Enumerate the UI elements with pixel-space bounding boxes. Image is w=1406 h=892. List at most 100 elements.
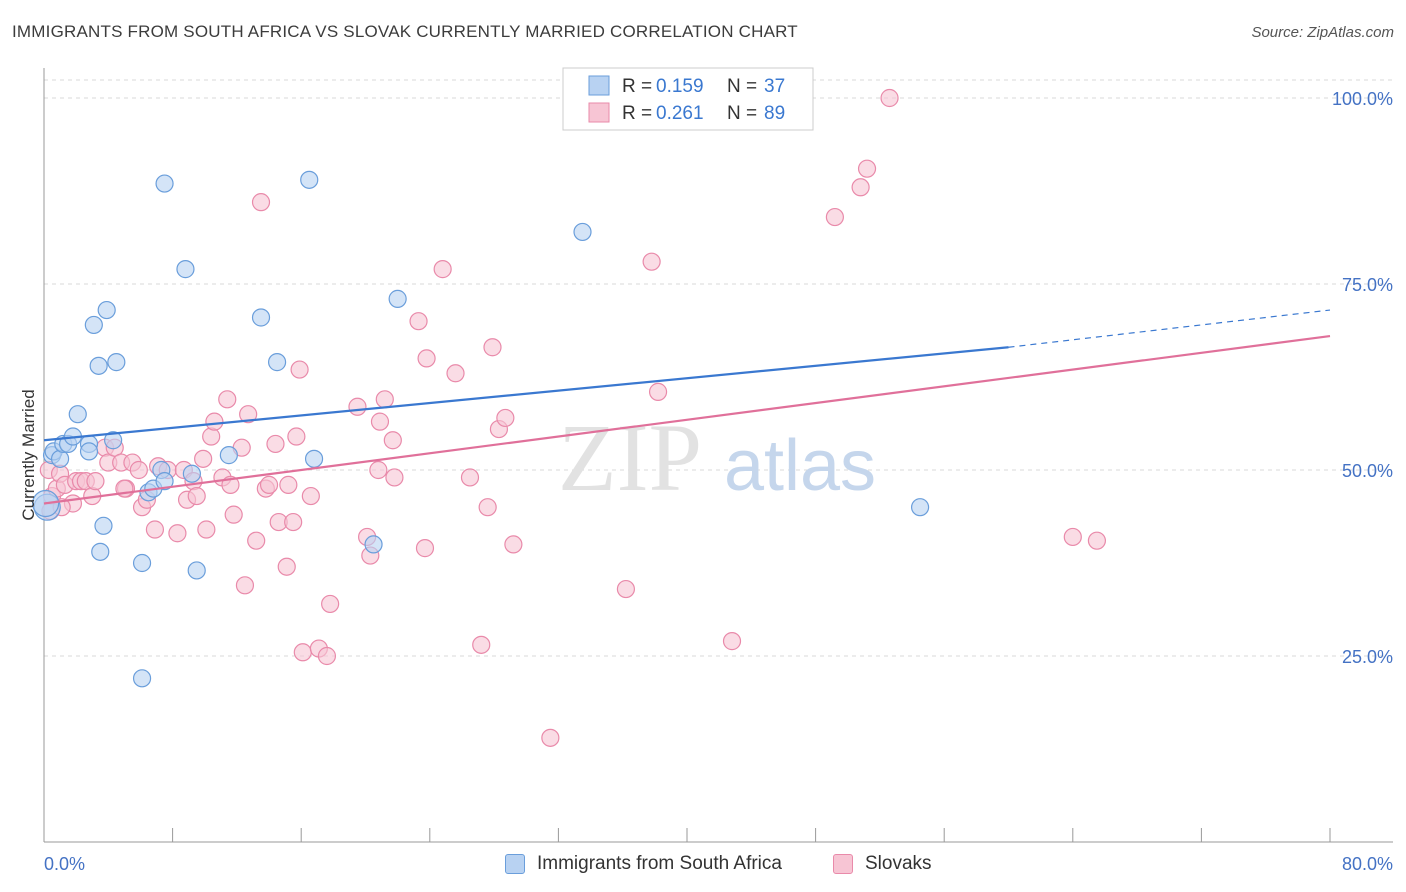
legend-n-value: 37 (764, 76, 785, 97)
point-slovaks (880, 88, 899, 108)
point-slovaks (202, 427, 221, 446)
point-south-africa (304, 449, 324, 468)
grid-lines: 25.0% 50.0% 75.0% 100.0% (44, 79, 1393, 667)
point-slovaks (218, 390, 237, 409)
point-south-africa (182, 464, 201, 483)
point-slovaks (266, 434, 285, 454)
point-slovaks (129, 460, 148, 480)
x-tick-left: 0.0% (44, 854, 85, 874)
legend-r-value: 0.261 (656, 103, 704, 124)
legend-swatch-blue (588, 75, 610, 96)
legend-item-south-africa[interactable]: Immigrants from South Africa (505, 851, 782, 877)
point-south-africa (132, 669, 152, 688)
point-slovaks (472, 635, 491, 654)
point-slovaks (284, 512, 303, 532)
point-south-africa (89, 356, 108, 375)
point-south-africa (50, 449, 70, 468)
point-slovaks (251, 193, 271, 212)
point-south-africa (132, 553, 152, 573)
y-axis-title: Currently Married (19, 389, 38, 520)
point-slovaks (239, 405, 258, 424)
legend-n-label: N = (727, 103, 757, 124)
point-slovaks (369, 460, 388, 480)
point-slovaks (1087, 531, 1107, 550)
point-slovaks (433, 260, 452, 279)
y-tick-label: 100.0% (1332, 89, 1393, 109)
point-slovaks (224, 505, 243, 524)
point-south-africa (91, 542, 110, 561)
watermark: ZIP atlas (558, 404, 876, 511)
points-slovaks (39, 88, 1107, 747)
point-slovaks (317, 646, 337, 666)
source-label: Source: ZipAtlas.com (1251, 24, 1394, 41)
point-slovaks (293, 643, 312, 662)
point-slovaks (478, 498, 497, 517)
trend-line-south-africa (43, 346, 1009, 442)
point-slovaks (321, 594, 340, 614)
point-slovaks (86, 472, 105, 491)
legend-label-slovaks: Slovaks (865, 853, 932, 874)
legend-top: R = 0.159 N = 37 R = 0.261 N = 89 (562, 67, 814, 131)
watermark-atlas: atlas (724, 426, 876, 506)
point-slovaks (383, 431, 402, 450)
point-slovaks (851, 178, 870, 197)
x-tick-right: 80.0% (1342, 854, 1393, 874)
point-south-africa (107, 353, 126, 372)
point-slovaks (259, 475, 279, 494)
legend-r-label: R = (622, 103, 652, 124)
y-tick-label: 25.0% (1342, 647, 1393, 667)
point-slovaks (301, 486, 320, 506)
point-south-africa (300, 170, 319, 189)
point-south-africa (573, 222, 592, 242)
point-slovaks (409, 312, 428, 331)
trend-lines (43, 309, 1331, 505)
point-south-africa (364, 535, 383, 554)
point-south-africa (155, 174, 174, 193)
point-south-africa (251, 308, 271, 327)
trend-line-slovaks (43, 334, 1331, 505)
point-slovaks (722, 632, 742, 651)
point-slovaks (194, 449, 213, 468)
point-slovaks (145, 520, 165, 539)
point-slovaks (375, 390, 394, 409)
legend-swatch-pink (588, 102, 610, 123)
point-slovaks (197, 520, 216, 539)
point-slovaks (446, 364, 465, 383)
point-slovaks (205, 412, 224, 431)
chart-title: IMMIGRANTS FROM SOUTH AFRICA VS SLOVAK C… (12, 22, 798, 41)
point-slovaks (287, 427, 306, 446)
legend-item-slovaks[interactable]: Slovaks (833, 851, 932, 877)
point-slovaks (348, 397, 367, 416)
legend-label-south-africa: Immigrants from South Africa (537, 853, 782, 874)
point-slovaks (417, 349, 436, 368)
point-slovaks (187, 486, 206, 506)
points-south-africa (32, 170, 930, 688)
point-south-africa (388, 289, 407, 308)
point-slovaks (290, 360, 309, 379)
point-south-africa (176, 260, 195, 279)
point-south-africa (68, 405, 87, 424)
point-slovaks (616, 579, 636, 599)
legend-swatch-blue (505, 854, 525, 874)
point-south-africa (94, 516, 113, 535)
legend-r-label: R = (622, 76, 652, 97)
point-south-africa (97, 300, 116, 320)
point-slovaks (277, 557, 296, 576)
point-slovaks (370, 412, 390, 431)
point-slovaks (235, 576, 255, 595)
point-slovaks (504, 535, 523, 554)
point-slovaks (385, 468, 404, 487)
point-slovaks (279, 475, 298, 494)
point-south-africa (104, 431, 123, 450)
point-south-africa (267, 353, 287, 372)
legend-n-label: N = (727, 76, 757, 97)
point-south-africa (155, 472, 174, 491)
point-south-africa (84, 315, 103, 335)
point-slovaks (483, 338, 502, 357)
point-slovaks (648, 382, 668, 401)
point-slovaks (541, 728, 560, 747)
trend-line-extension (1008, 309, 1331, 348)
point-slovaks (247, 531, 266, 550)
legend-r-value: 0.159 (656, 76, 704, 97)
